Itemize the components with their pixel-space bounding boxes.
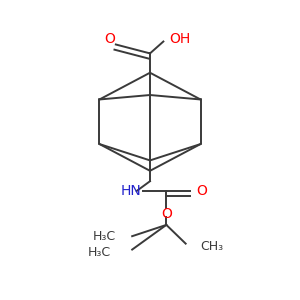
- Text: CH₃: CH₃: [200, 240, 224, 253]
- Text: HN: HN: [120, 184, 141, 198]
- Text: H₃C: H₃C: [88, 246, 111, 259]
- Text: O: O: [104, 32, 115, 46]
- Text: O: O: [196, 184, 207, 198]
- Text: OH: OH: [169, 32, 190, 46]
- Text: O: O: [161, 207, 172, 221]
- Text: H₃C: H₃C: [93, 230, 116, 243]
